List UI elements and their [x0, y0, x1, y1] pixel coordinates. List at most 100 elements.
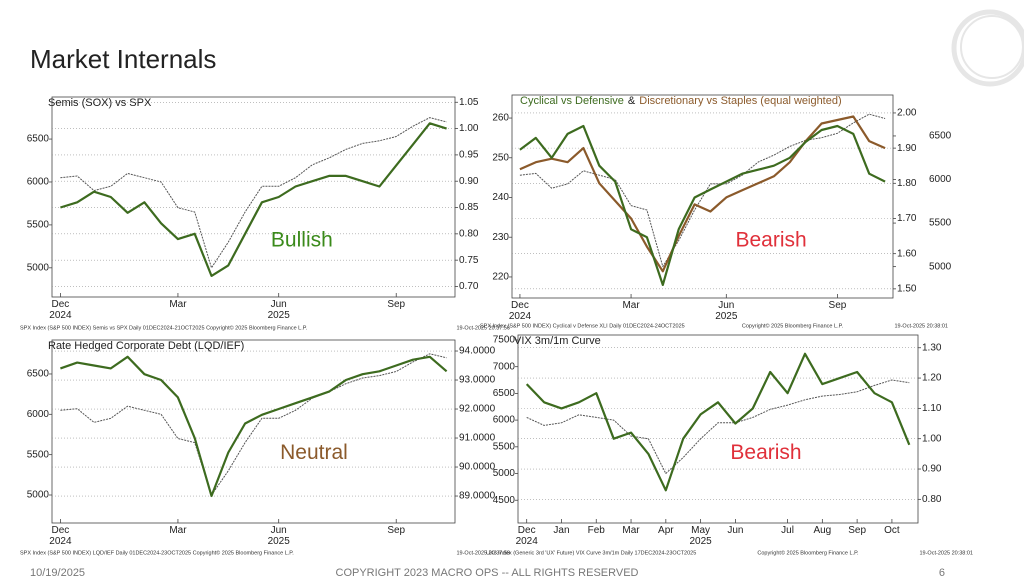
y-tick-label: 1.20 [922, 373, 942, 384]
series-line [519, 115, 886, 273]
x-tick-label: Jun 2025 [715, 300, 738, 322]
y-tick-label: 0.70 [459, 281, 479, 292]
plot-frame [51, 96, 456, 298]
y-tick-label: 1.10 [922, 403, 942, 414]
series-line [60, 355, 448, 498]
y-tick-label: 6500 [493, 388, 516, 399]
y-tick-label: 92.0000 [459, 404, 496, 415]
y-tick-label: 6000 [27, 177, 50, 188]
title-part: Discretionary vs Staples (equal weighted… [639, 95, 841, 107]
series-line [60, 353, 447, 496]
footer-date: 10/19/2025 [30, 567, 85, 579]
title-part: & [628, 95, 636, 107]
y-tick-label: 5000 [27, 262, 50, 273]
y-tick-label: 0.95 [459, 150, 479, 161]
y-tick-label: 5000 [27, 490, 50, 501]
y-tick-label: 1.00 [459, 123, 479, 134]
y-tick-label: 250 [492, 152, 509, 163]
x-tick-label: Mar [622, 525, 640, 536]
title-part: Cyclical vs Defensive [520, 95, 624, 107]
x-tick-label: Sep [848, 525, 867, 536]
source-note: Copyright© 2025 Bloomberg Finance L.P. [742, 322, 844, 329]
y-tick-label: 90.0000 [459, 462, 496, 473]
y-tick-label: 1.80 [897, 178, 917, 189]
series-line [526, 379, 910, 474]
y-tick-label: 5000 [493, 468, 516, 479]
y-tick-label: 0.80 [922, 494, 942, 505]
series-line [60, 122, 447, 277]
x-tick-label: Mar [169, 525, 187, 536]
annotation: Bearish [735, 229, 806, 252]
y-tick-label: 89.0000 [459, 491, 496, 502]
slide-title: Market Internals [30, 44, 216, 74]
annotation: Neutral [280, 441, 348, 464]
source-note: 19-Oct-2025 20:38:01 [894, 323, 948, 329]
x-tick-label: Sep [828, 300, 847, 311]
y-tick-label: 0.85 [459, 202, 479, 213]
y-tick-label: 5500 [493, 441, 516, 452]
source-note: SPX Index (S&P 500 INDEX) Cyclical v Def… [480, 323, 685, 329]
y-tick-label: 1.60 [897, 248, 917, 259]
source-note: 19-Oct-2025 20:37:58 [456, 550, 510, 556]
y-tick-label: 6000 [929, 174, 952, 185]
x-tick-label: Oct [884, 525, 900, 536]
y-tick-label: 1.00 [922, 433, 942, 444]
y-tick-label: 7500 [493, 335, 516, 346]
chart-title: Semis (SOX) vs SPX [48, 97, 152, 109]
series-line [525, 352, 911, 492]
source-note: 19-Oct-2025 20:37:56 [456, 325, 510, 331]
x-tick-label: Apr [658, 525, 674, 536]
chart-title: VIX 3m/1m Curve [514, 335, 601, 347]
x-tick-label: Mar [169, 299, 187, 310]
annotation: Bearish [730, 441, 801, 464]
source-note: SPX Index (S&P 500 INDEX) Semis vs SPX D… [20, 324, 308, 331]
y-tick-label: 91.0000 [459, 433, 496, 444]
x-tick-label: Jan [553, 525, 570, 536]
y-tick-label: 1.90 [897, 143, 917, 154]
x-tick-label: Sep [387, 525, 406, 536]
x-tick-label: May 2025 [689, 525, 712, 547]
x-tick-label: Dec 2024 [508, 300, 532, 322]
y-tick-label: 1.70 [897, 213, 917, 224]
annotation: Bullish [271, 229, 333, 252]
y-tick-label: 260 [492, 113, 509, 124]
source-note: UX3 Index (Generic 3rd 'UX' Future) VIX … [486, 550, 696, 556]
source-note: 19-Oct-2025 20:38:01 [919, 550, 973, 556]
plot-frame [51, 339, 456, 524]
chart-title: Cyclical vs Defensive & Discretionary vs S… [520, 95, 842, 107]
y-tick-label: 6000 [27, 409, 50, 420]
series-line [519, 124, 886, 286]
series-line [519, 113, 886, 268]
x-tick-label: Feb [587, 525, 605, 536]
x-tick-label: Aug [813, 525, 832, 536]
x-tick-label: Jun 2025 [267, 299, 290, 321]
y-tick-label: 94.0000 [459, 346, 496, 357]
y-tick-label: 1.30 [922, 342, 942, 353]
x-tick-label: Mar [622, 300, 640, 311]
chart-title: Rate Hedged Corporate Debt (LQD/IEF) [48, 340, 244, 352]
source-note: SPX Index (S&P 500 INDEX) LQD/IEF Daily … [20, 549, 294, 556]
y-tick-label: 230 [492, 232, 509, 243]
source-note: Copyright© 2025 Bloomberg Finance L.P. [757, 549, 859, 556]
y-tick-label: 5500 [27, 220, 50, 231]
y-tick-label: 1.50 [897, 283, 917, 294]
y-tick-label: 0.75 [459, 255, 479, 266]
y-tick-label: 0.80 [459, 228, 479, 239]
y-tick-label: 4500 [493, 495, 516, 506]
y-tick-label: 93.0000 [459, 375, 496, 386]
y-tick-label: 6000 [493, 415, 516, 426]
y-tick-label: 5000 [929, 261, 952, 272]
y-tick-label: 7000 [493, 361, 516, 372]
x-tick-label: Jun [727, 525, 744, 536]
y-tick-label: 0.90 [459, 176, 479, 187]
plot-frame [517, 334, 919, 524]
y-tick-label: 2.00 [897, 108, 917, 119]
x-tick-label: Dec 2024 [515, 525, 538, 547]
page-number: 6 [939, 567, 945, 579]
series-line [60, 117, 447, 269]
y-tick-label: 240 [492, 192, 509, 203]
x-tick-label: Dec 2024 [49, 525, 72, 547]
x-tick-label: Sep [387, 299, 406, 310]
